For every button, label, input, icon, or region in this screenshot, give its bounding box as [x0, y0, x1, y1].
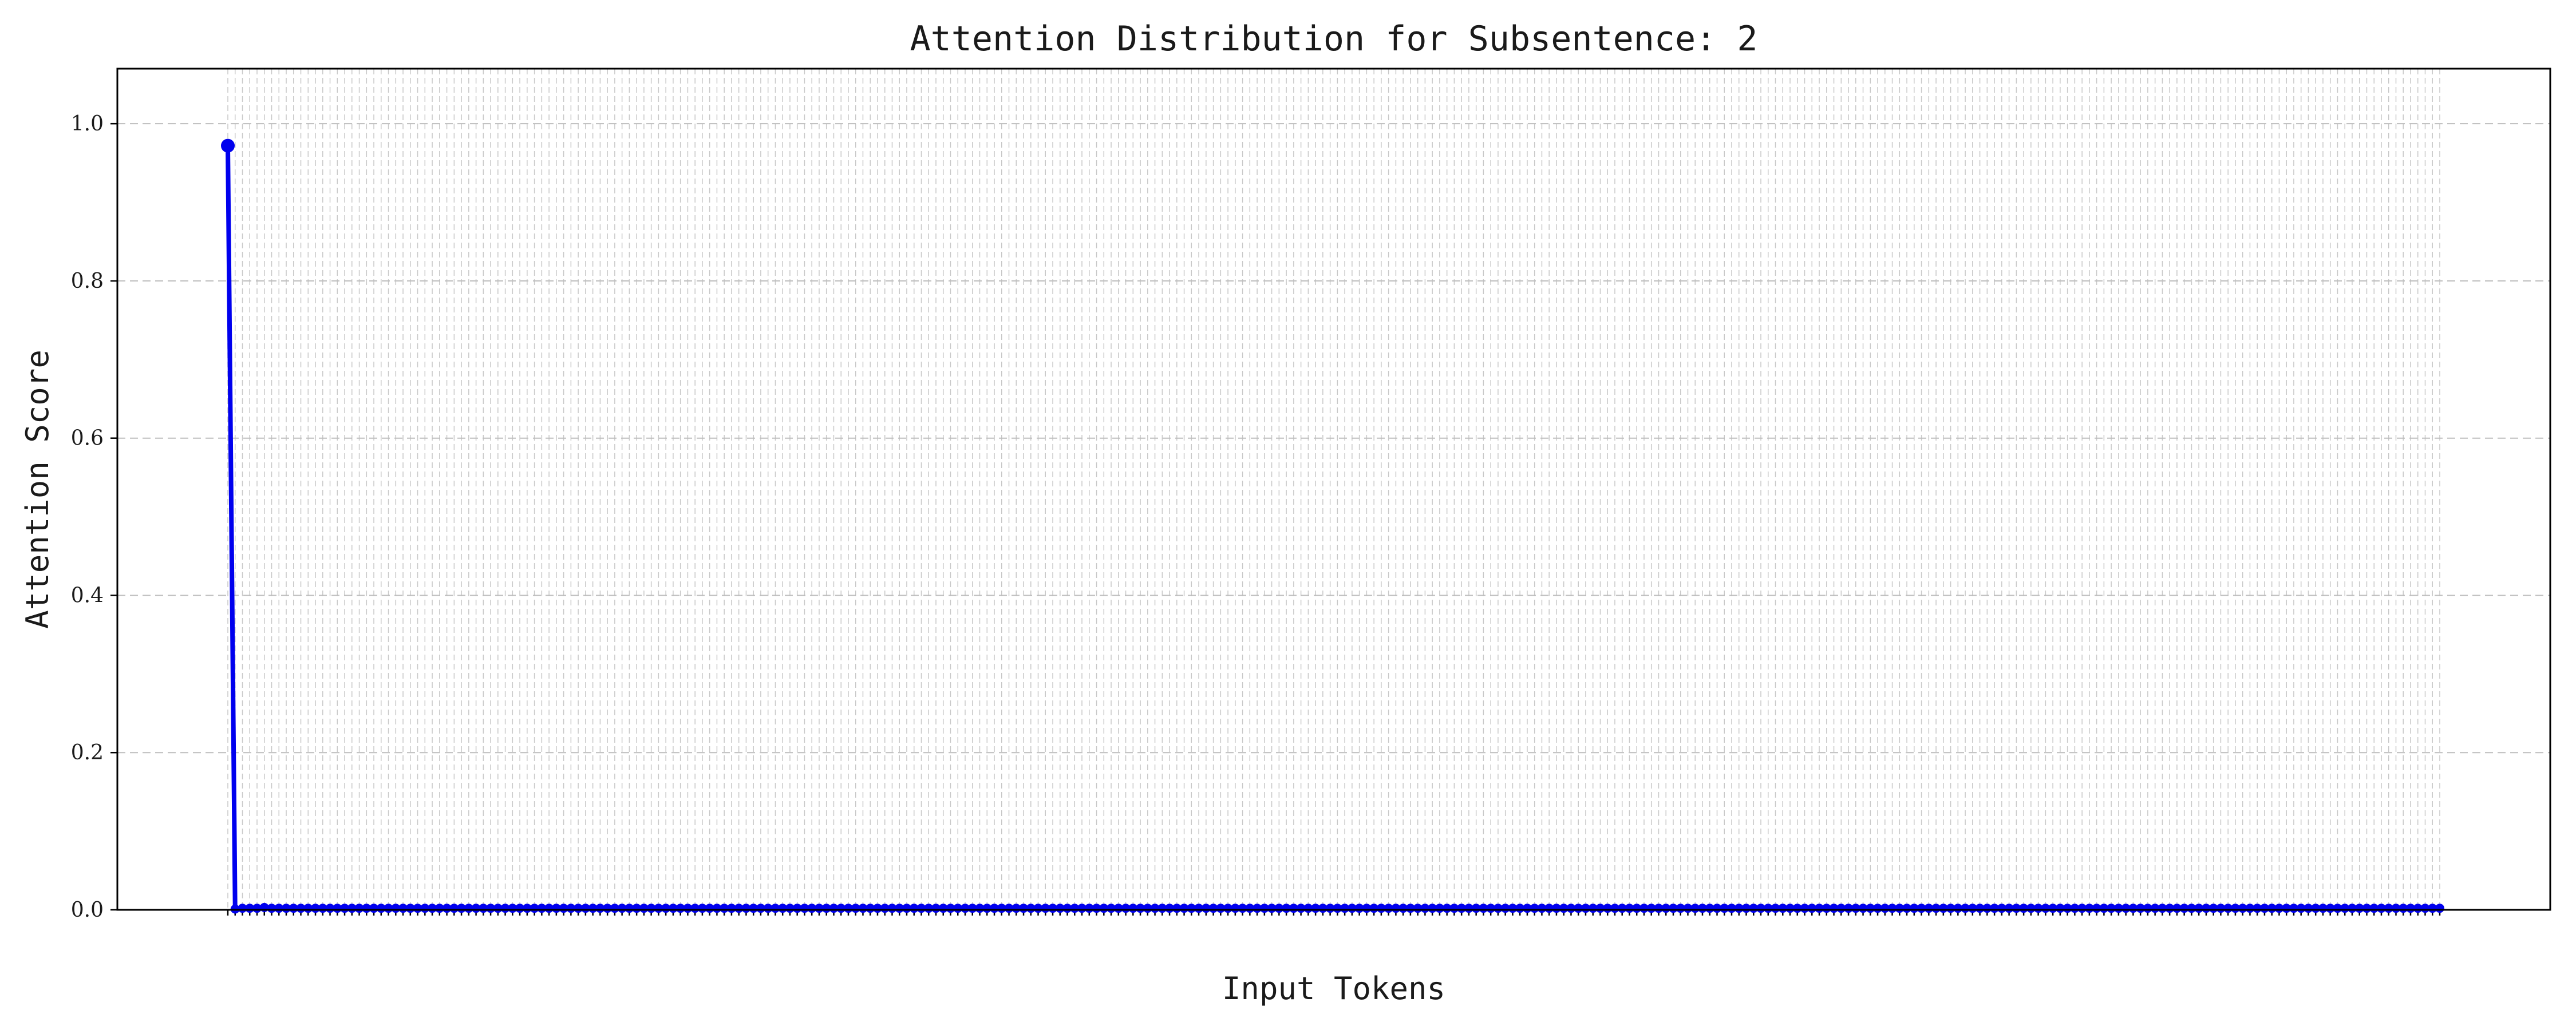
x-axis-label: Input Tokens	[1222, 970, 1445, 1007]
data-point	[2435, 904, 2444, 913]
y-axis-ticks: 0.0 0.2 0.4 0.6 0.8 1.0	[71, 112, 117, 922]
y-tick-label: 0.6	[71, 427, 104, 450]
chart-title: Attention Distribution for Subsentence: …	[910, 19, 1757, 59]
plot-frame	[116, 68, 2551, 911]
y-tick-label: 0.0	[71, 898, 104, 922]
horizontal-gridlines	[117, 123, 2550, 910]
data-point	[221, 138, 235, 153]
y-axis-label: Attention Score	[19, 350, 56, 629]
y-tick-label: 0.4	[71, 584, 104, 607]
y-tick-label: 0.2	[71, 741, 104, 764]
y-tick-label: 1.0	[71, 112, 104, 136]
y-tick-label: 0.8	[71, 270, 104, 293]
vertical-gridlines	[227, 69, 2440, 910]
